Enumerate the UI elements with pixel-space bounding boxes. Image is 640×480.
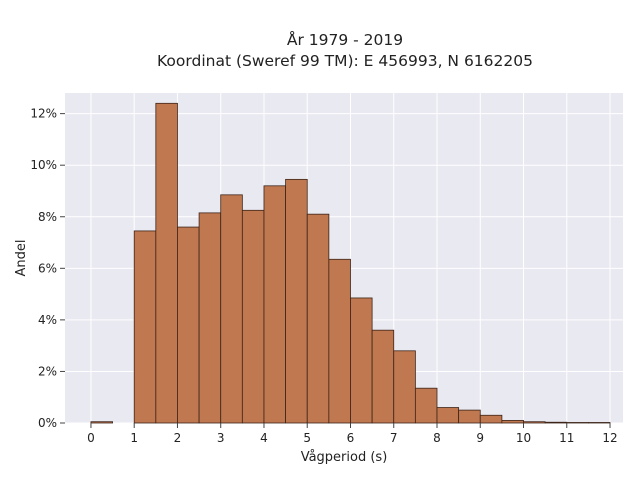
histogram-bar — [155, 102, 178, 424]
histogram-bar — [501, 420, 524, 424]
histogram-bar — [566, 422, 589, 424]
x-tick-label: 8 — [433, 431, 441, 445]
x-axis-label: Vågperiod (s) — [301, 450, 388, 465]
x-tick-label: 9 — [476, 431, 484, 445]
histogram-bar — [220, 194, 243, 424]
y-tick-label: 12% — [30, 107, 57, 121]
x-tick-label: 3 — [217, 431, 225, 445]
y-tick-label: 10% — [30, 158, 57, 172]
y-tick-label: 0% — [38, 416, 57, 430]
y-tick-label: 4% — [38, 313, 57, 327]
x-axis-ticks: 0 1 2 3 4 5 6 7 8 9 10 11 12 — [87, 423, 618, 445]
y-tick-label: 2% — [38, 364, 57, 378]
histogram-bar — [328, 258, 351, 424]
histogram-bar — [544, 421, 568, 424]
histogram-bar — [241, 209, 265, 424]
x-tick-label: 10 — [516, 431, 531, 445]
x-tick-label: 0 — [87, 431, 95, 445]
y-axis-label: Andel — [14, 240, 29, 277]
histogram-bar — [133, 230, 157, 424]
x-tick-label: 1 — [130, 431, 138, 445]
y-tick-label: 6% — [38, 261, 57, 275]
histogram-bar — [523, 421, 546, 424]
histogram-bar — [177, 226, 200, 424]
histogram-bar — [458, 409, 481, 424]
histogram-bar — [285, 178, 308, 424]
histogram-bar — [350, 297, 373, 424]
histogram-bar — [90, 421, 113, 424]
x-tick-label: 6 — [347, 431, 355, 445]
chart-title: År 1979 - 2019 — [287, 30, 403, 49]
histogram-bar — [306, 213, 330, 424]
x-tick-label: 5 — [303, 431, 311, 445]
x-tick-label: 4 — [260, 431, 268, 445]
histogram-bar — [263, 185, 287, 424]
histogram-bar — [371, 329, 395, 424]
x-tick-label: 12 — [602, 431, 617, 445]
bars — [90, 102, 611, 424]
histogram-bar — [393, 350, 416, 424]
x-tick-label: 7 — [390, 431, 398, 445]
histogram-bar — [414, 387, 438, 424]
histogram-bar — [587, 422, 611, 424]
chart-subtitle: Koordinat (Sweref 99 TM): E 456993, N 61… — [157, 52, 533, 70]
histogram-bar — [436, 407, 460, 424]
x-tick-label: 2 — [174, 431, 182, 445]
x-tick-label: 11 — [559, 431, 574, 445]
y-axis-ticks: 0% 2% 4% 6% 8% 10% 12% — [30, 107, 65, 430]
y-tick-label: 8% — [38, 210, 57, 224]
histogram-bar — [198, 212, 222, 424]
histogram-bar — [479, 414, 503, 424]
